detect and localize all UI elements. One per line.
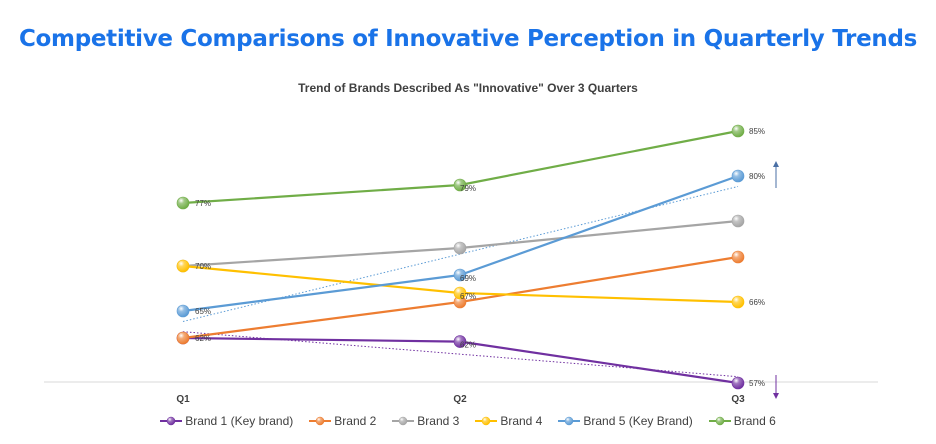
data-label: 57%: [749, 379, 765, 388]
data-point: [731, 376, 745, 390]
data-point: [176, 304, 190, 318]
data-label: 70%: [195, 262, 211, 271]
data-label: 67%: [460, 292, 476, 301]
legend-item: Brand 5 (Key Brand): [558, 414, 693, 428]
trend-up-arrow-icon: [773, 161, 779, 167]
chart-subtitle: Trend of Brands Described As "Innovative…: [298, 81, 638, 95]
data-label-layer: 62% 62% 57% 70% 67% 66% 65% 69% 80% 77% 79% 85%: [195, 127, 765, 388]
point-layer: [176, 124, 745, 390]
data-label: 79%: [460, 184, 476, 193]
data-point: [453, 241, 467, 255]
legend-swatch-icon: [475, 416, 498, 426]
legend-swatch-icon: [160, 416, 183, 426]
data-point: [731, 214, 745, 228]
x-tick-label: Q3: [731, 394, 745, 405]
legend-swatch-icon: [309, 416, 332, 426]
data-point: [176, 196, 190, 210]
data-label: 69%: [460, 274, 476, 283]
legend-item: Brand 2: [309, 414, 376, 428]
legend-item: Brand 3: [392, 414, 459, 428]
legend: Brand 1 (Key brand) Brand 2 Brand 3 Brand 4…: [0, 414, 936, 428]
legend-label: Brand 3: [417, 414, 460, 428]
legend-swatch-icon: [708, 416, 731, 426]
x-tick-label: Q1: [176, 394, 190, 405]
legend-label: Brand 4: [500, 414, 543, 428]
legend-swatch-icon: [558, 416, 581, 426]
page-title: Competitive Comparisons of Innovative Pe…: [18, 26, 918, 52]
data-point: [453, 268, 467, 282]
data-point: [453, 286, 467, 300]
legend-label: Brand 5 (Key Brand): [583, 414, 693, 428]
data-label: 77%: [195, 199, 211, 208]
legend-label: Brand 2: [334, 414, 377, 428]
data-label: 80%: [749, 172, 765, 181]
data-point: [731, 250, 745, 264]
data-point: [176, 331, 190, 345]
data-label: 85%: [749, 127, 765, 136]
data-point: [176, 259, 190, 273]
x-tick-label: Q2: [453, 394, 467, 405]
legend-item: Brand 6: [708, 414, 776, 428]
legend-label: Brand 6: [733, 414, 776, 428]
data-point: [731, 169, 745, 183]
legend-label: Brand 1 (Key brand): [185, 414, 294, 428]
data-label: 62%: [195, 334, 211, 343]
data-label: 62%: [460, 341, 476, 350]
legend-item: Brand 4: [475, 414, 542, 428]
data-point: [453, 178, 467, 192]
data-label: 65%: [195, 307, 211, 316]
data-point: [731, 295, 745, 309]
data-label: 66%: [749, 298, 765, 307]
data-point: [731, 124, 745, 138]
legend-item: Brand 1 (Key brand): [160, 414, 293, 428]
data-point: [453, 335, 467, 348]
trend-down-arrow-icon: [773, 393, 779, 399]
legend-swatch-icon: [392, 416, 415, 426]
